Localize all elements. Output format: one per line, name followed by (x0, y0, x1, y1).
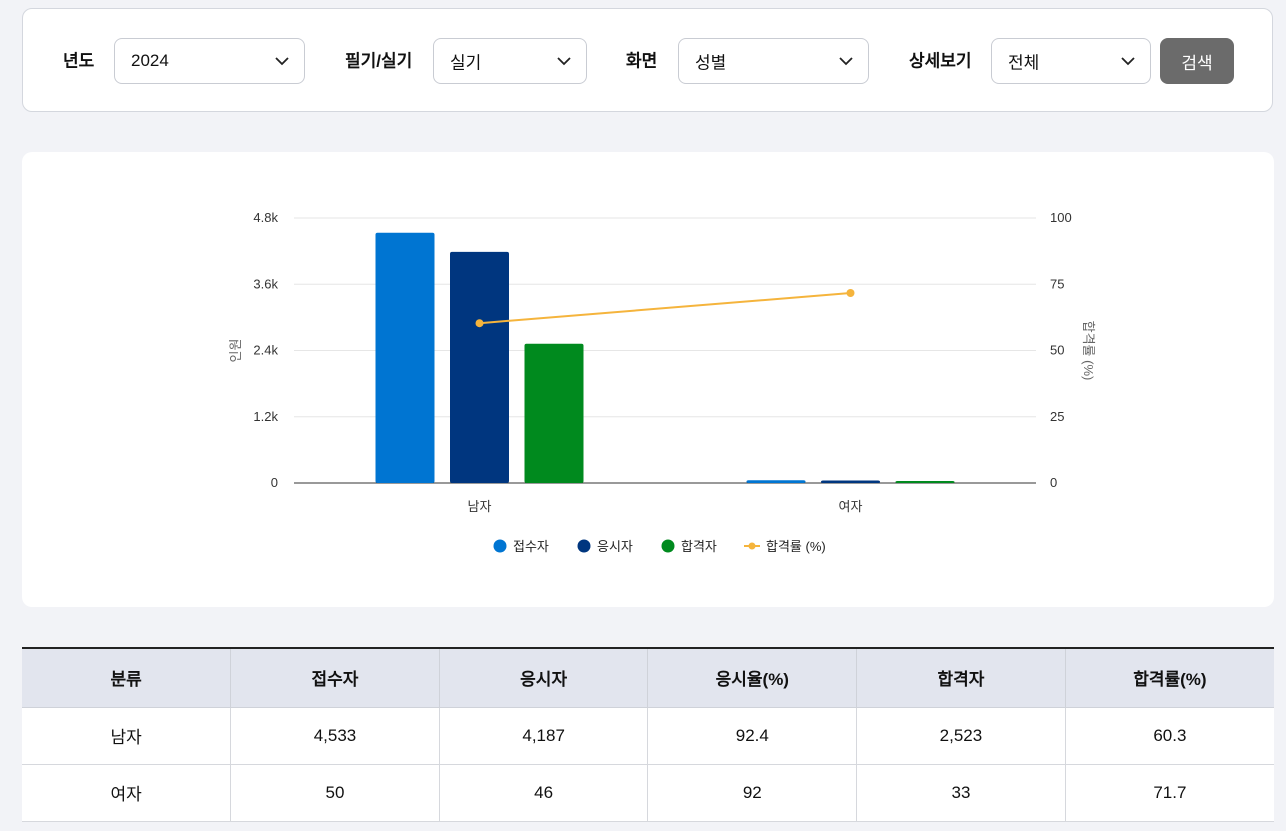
table-cell: 60.3 (1065, 707, 1274, 765)
bar-응시자 (450, 251, 509, 483)
table-cell: 46 (439, 764, 649, 822)
search-button[interactable]: 검색 (1160, 38, 1234, 84)
legend-label: 접수자 (513, 539, 549, 554)
table-cell: 92.4 (647, 707, 858, 765)
y-tick-label: 2.4k (253, 343, 278, 358)
exam-type-select-value: 실기 (450, 53, 482, 73)
legend-label: 합격률 (%) (766, 539, 826, 554)
col-header-applicants: 접수자 (230, 647, 440, 708)
legend-label: 합격자 (681, 539, 717, 554)
bar-접수자 (375, 232, 435, 483)
x-tick-label: 남자 (468, 499, 492, 514)
pass-rate-line (479, 291, 851, 325)
y-tick-label: 0 (271, 475, 278, 490)
table-cell: 50 (230, 764, 440, 822)
year-select-value: 2024 (131, 51, 169, 70)
chevron-down-icon (839, 57, 853, 66)
table-cell: 71.7 (1065, 764, 1274, 822)
year-select[interactable]: 2024 (114, 38, 305, 84)
y-axis-title: 인원 (228, 339, 243, 363)
y2-tick-label: 100 (1050, 210, 1072, 225)
chevron-down-icon (557, 57, 571, 66)
y2-tick-label: 50 (1050, 343, 1064, 358)
chevron-down-icon (275, 57, 289, 66)
legend-marker (577, 539, 591, 553)
y-tick-label: 3.6k (253, 276, 278, 291)
pass-rate-point (846, 288, 855, 297)
bar-합격자 (524, 343, 584, 483)
y2-tick-label: 75 (1050, 276, 1064, 291)
y2-tick-label: 25 (1050, 409, 1064, 424)
col-header-category: 분류 (22, 647, 232, 708)
bar-접수자 (746, 480, 806, 483)
table-cell: 2,523 (856, 707, 1066, 765)
bar-응시자 (821, 480, 880, 483)
pass-rate-point (475, 319, 484, 328)
table-cell: 33 (856, 764, 1066, 822)
col-header-examinees: 응시자 (439, 647, 649, 708)
table-row: 남자 4,533 4,187 92.4 2,523 60.3 (22, 707, 1274, 765)
screen-select[interactable]: 성별 (678, 38, 869, 84)
y2-tick-label: 0 (1050, 475, 1057, 490)
legend-marker (748, 542, 756, 550)
bar-합격자 (895, 481, 955, 483)
detail-label: 상세보기 (909, 51, 972, 71)
col-header-pass-rate: 합격률(%) (1065, 647, 1274, 708)
chevron-down-icon (1121, 57, 1135, 66)
legend-marker (661, 539, 675, 553)
table-cell: 여자 (22, 764, 232, 822)
exam-type-select[interactable]: 실기 (433, 38, 587, 84)
screen-select-value: 성별 (695, 53, 727, 73)
x-tick-label: 여자 (839, 499, 863, 514)
detail-select-value: 전체 (1008, 53, 1040, 73)
legend-label: 응시자 (597, 539, 633, 554)
table-row: 여자 50 46 92 33 71.7 (22, 764, 1274, 822)
col-header-exam-rate: 응시율(%) (647, 647, 858, 708)
table-cell: 4,187 (439, 707, 649, 765)
screen-label: 화면 (626, 51, 658, 71)
filter-panel: 년도 2024 필기/실기 실기 화면 성별 상세보기 전체 검색 (22, 8, 1273, 112)
year-label: 년도 (63, 51, 95, 71)
detail-select[interactable]: 전체 (991, 38, 1151, 84)
legend-marker (493, 539, 507, 553)
table-cell: 4,533 (230, 707, 440, 765)
table-cell: 남자 (22, 707, 232, 765)
col-header-passers: 합격자 (856, 647, 1066, 708)
chart-panel: 0 0 1.2k 25 2.4k 50 3.6k 75 4.8k 100 인원 합격률 (%) 남자 여자… (22, 152, 1274, 607)
exam-type-label: 필기/실기 (345, 51, 413, 71)
y-tick-label: 1.2k (253, 409, 278, 424)
stats-table-wrap: 분류 접수자 응시자 응시율(%) 합격자 합격률(%) 남자 4,533 4,… (22, 647, 1274, 822)
stats-table: 분류 접수자 응시자 응시율(%) 합격자 합격률(%) 남자 4,533 4,… (22, 647, 1274, 822)
y2-axis-title: 합격률 (%) (1081, 321, 1096, 381)
y-tick-label: 4.8k (253, 210, 278, 225)
table-cell: 92 (647, 764, 858, 822)
table-header-row: 분류 접수자 응시자 응시율(%) 합격자 합격률(%) (22, 647, 1274, 708)
